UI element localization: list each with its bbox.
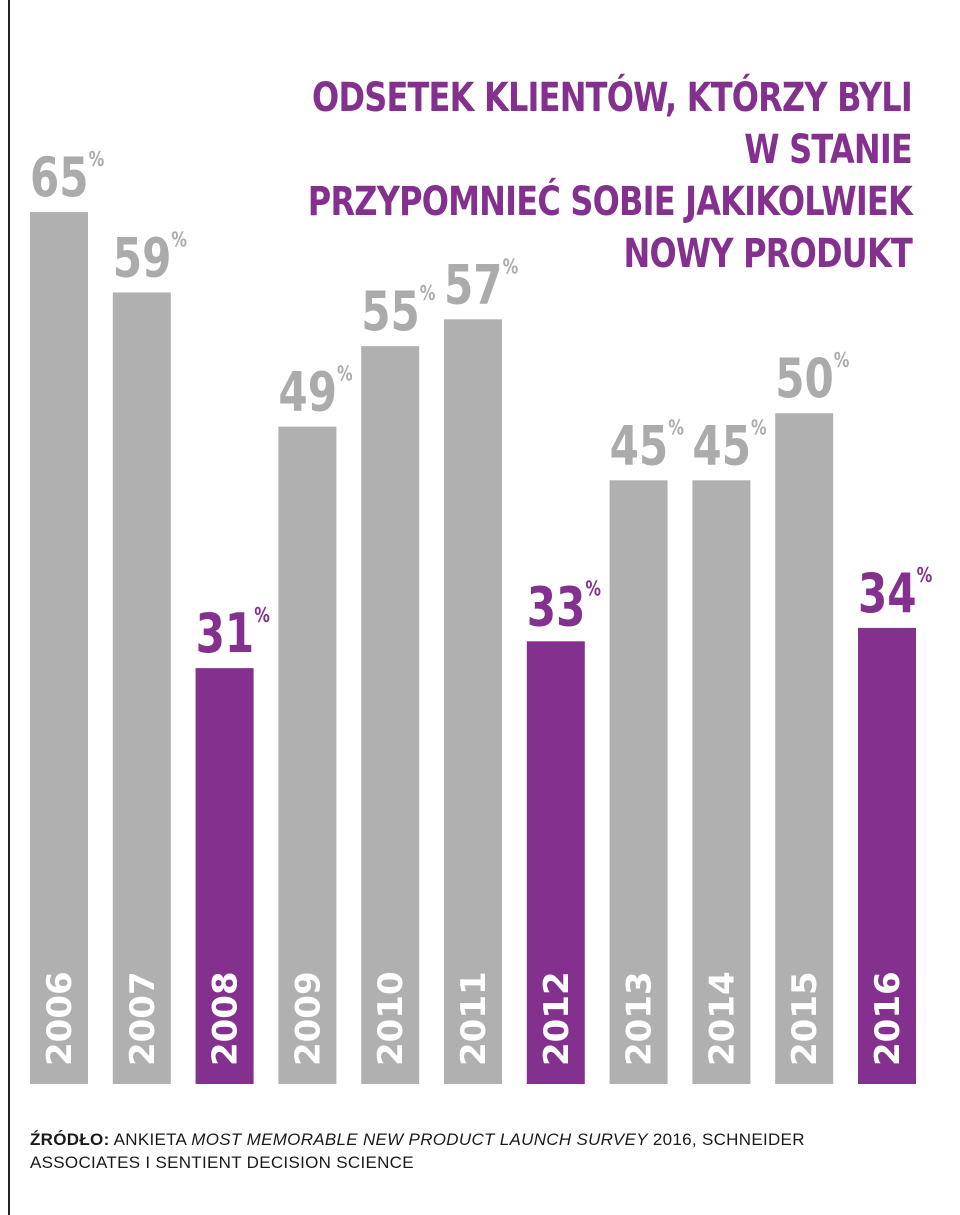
- chart-title: ODSETEK KLIENTÓW, KTÓRZY BYLI W STANIE P…: [304, 72, 913, 280]
- value-label-2009: 49%: [278, 362, 352, 424]
- source-text-after: 2016, SCHNEIDER ASSOCIATES I SENTIENT DE…: [30, 1130, 805, 1172]
- bar-2016: [858, 627, 916, 1084]
- chart-title-line-3: NOWY PRODUKT: [623, 231, 913, 277]
- bar-2007: [112, 292, 171, 1084]
- value-label-2012: 33%: [527, 576, 601, 638]
- year-label-2007: 2007: [123, 971, 163, 1066]
- value-label-2013: 45%: [610, 415, 684, 477]
- bar-2008: [195, 668, 254, 1084]
- year-label-2013: 2013: [620, 971, 660, 1066]
- value-label-2014: 45%: [692, 415, 766, 477]
- source-text-before: ANKIETA: [109, 1130, 192, 1149]
- bar-chart: 65% 2006 59% 2007 31% 2008 49% 2009 55% 2010 57% 20…: [30, 147, 932, 1085]
- bar-2009: [278, 426, 337, 1085]
- year-label-2010: 2010: [371, 971, 411, 1066]
- value-label-2008: 31%: [196, 603, 270, 665]
- value-label-2007: 59%: [113, 227, 187, 289]
- source-note: ŹRÓDŁO: ANKIETA MOST MEMORABLE NEW PRODU…: [30, 1128, 910, 1174]
- value-label-2016: 34%: [858, 563, 932, 625]
- year-label-2006: 2006: [40, 971, 80, 1066]
- year-label-2014: 2014: [702, 971, 742, 1066]
- year-label-2015: 2015: [785, 971, 825, 1066]
- bar-2013: [609, 480, 668, 1084]
- chart-title-line-1: ODSETEK KLIENTÓW, KTÓRZY BYLI W STANIE: [312, 75, 913, 173]
- bar-2014: [692, 480, 751, 1084]
- year-label-2012: 2012: [537, 971, 577, 1066]
- value-label-2010: 55%: [361, 281, 435, 343]
- chart-title-line-2: PRZYPOMNIEĆ SOBIE JAKIKOLWIEK: [307, 179, 913, 225]
- value-label-2011: 57%: [444, 254, 518, 316]
- value-label-2015: 50%: [775, 348, 849, 410]
- bar-2011: [444, 319, 502, 1084]
- bar-2006: [30, 212, 88, 1084]
- value-label-2006: 65%: [30, 147, 104, 209]
- year-label-2009: 2009: [288, 971, 328, 1066]
- year-label-2011: 2011: [454, 971, 494, 1066]
- year-label-2016: 2016: [868, 971, 908, 1066]
- source-survey-name: MOST MEMORABLE NEW PRODUCT LAUNCH SURVEY: [191, 1130, 648, 1149]
- year-label-2008: 2008: [206, 971, 246, 1066]
- left-border-rule: [8, 0, 10, 1215]
- bar-2015: [775, 413, 834, 1084]
- source-label: ŹRÓDŁO:: [30, 1130, 110, 1149]
- bar-2012: [526, 641, 585, 1084]
- bar-2010: [361, 346, 420, 1085]
